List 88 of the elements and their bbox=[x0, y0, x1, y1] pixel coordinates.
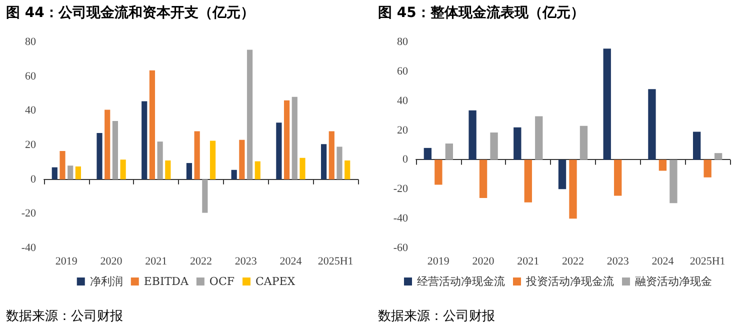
bar bbox=[292, 96, 298, 180]
legend-label: 融资活动净现金 bbox=[635, 275, 712, 288]
bar bbox=[490, 132, 498, 160]
x-tick-label: 2022 bbox=[562, 256, 584, 268]
bar bbox=[186, 163, 192, 180]
legend-label: 经营活动净现金流 bbox=[417, 275, 505, 288]
bar bbox=[300, 158, 306, 180]
y-tick-label: 60 bbox=[397, 65, 408, 78]
bar bbox=[112, 120, 118, 180]
y-tick-label: 80 bbox=[25, 36, 36, 48]
bar bbox=[202, 179, 208, 213]
y-tick-label: -40 bbox=[21, 242, 36, 254]
x-tick-label: 2019 bbox=[427, 256, 450, 268]
bar bbox=[68, 166, 74, 180]
bar bbox=[157, 142, 163, 180]
x-tick-label: 2021 bbox=[517, 256, 540, 268]
bar bbox=[479, 160, 488, 198]
y-tick-label: -60 bbox=[393, 242, 408, 254]
bar bbox=[445, 144, 454, 160]
y-tick-label: 60 bbox=[25, 70, 36, 82]
bar bbox=[165, 160, 171, 180]
bar bbox=[276, 122, 282, 180]
bar bbox=[320, 144, 327, 180]
legend-label: 净利润 bbox=[90, 275, 123, 288]
bar bbox=[714, 153, 722, 160]
x-tick-label: 2023 bbox=[234, 256, 258, 268]
bar bbox=[434, 160, 442, 185]
y-tick-label: -40 bbox=[393, 212, 408, 225]
bar bbox=[328, 131, 334, 180]
bar bbox=[284, 100, 290, 180]
bar bbox=[670, 160, 678, 204]
x-tick-label: 2023 bbox=[606, 256, 630, 268]
x-tick-label: 2020 bbox=[472, 256, 495, 268]
y-tick-label: 40 bbox=[25, 104, 36, 117]
bar bbox=[336, 146, 342, 180]
legend-label: OCF bbox=[209, 275, 235, 288]
x-tick-label: 2019 bbox=[55, 256, 78, 268]
bar bbox=[239, 140, 245, 180]
bar bbox=[60, 151, 66, 180]
y-tick-label: -20 bbox=[21, 208, 36, 220]
bar bbox=[104, 110, 110, 180]
x-tick-label: 2024 bbox=[652, 256, 674, 268]
bar bbox=[514, 127, 522, 160]
bar bbox=[558, 160, 566, 190]
chart-title: 图 45：整体现金流表现（亿元） bbox=[378, 4, 586, 23]
bar bbox=[254, 161, 260, 180]
bar bbox=[344, 160, 350, 180]
bar bbox=[246, 50, 253, 180]
x-tick-label: 2025H1 bbox=[318, 256, 354, 268]
bar bbox=[658, 160, 667, 171]
y-tick-label: 40 bbox=[397, 94, 408, 107]
bar bbox=[569, 160, 577, 219]
y-tick-label: 20 bbox=[25, 139, 36, 151]
bar bbox=[424, 148, 432, 160]
bar bbox=[75, 166, 82, 180]
bar bbox=[194, 131, 200, 180]
x-tick-label: 2024 bbox=[280, 256, 302, 268]
bar bbox=[648, 89, 656, 160]
y-tick-label: 20 bbox=[397, 124, 408, 136]
bar bbox=[704, 160, 712, 178]
legend-label: 投资活动净现金流 bbox=[525, 275, 614, 288]
legend-label: CAPEX bbox=[256, 275, 296, 288]
bar bbox=[535, 116, 543, 160]
bar bbox=[603, 48, 611, 160]
bar bbox=[524, 160, 532, 202]
source-note: 数据来源：公司财报 bbox=[6, 308, 124, 325]
bar bbox=[142, 101, 148, 180]
y-tick-label: 0 bbox=[30, 173, 36, 186]
x-tick-label: 2020 bbox=[100, 256, 123, 268]
bar bbox=[231, 170, 237, 180]
bar bbox=[468, 110, 476, 160]
bar bbox=[580, 126, 588, 160]
source-note: 数据来源：公司财报 bbox=[378, 308, 496, 325]
bar bbox=[149, 70, 156, 180]
bar bbox=[692, 132, 701, 160]
bar bbox=[120, 160, 126, 180]
y-tick-label: 80 bbox=[397, 36, 408, 48]
y-tick-label: -20 bbox=[393, 183, 408, 196]
chart-title: 图 44：公司现金流和资本开支（亿元） bbox=[6, 4, 256, 23]
bar bbox=[210, 140, 216, 180]
x-tick-label: 2025H1 bbox=[690, 256, 726, 268]
bar bbox=[614, 160, 622, 196]
bar bbox=[52, 167, 58, 180]
y-tick-label: 0 bbox=[402, 154, 408, 166]
legend-label: EBITDA bbox=[144, 275, 190, 288]
bar bbox=[96, 132, 102, 180]
x-tick-label: 2022 bbox=[190, 256, 212, 268]
x-tick-label: 2021 bbox=[145, 256, 168, 268]
